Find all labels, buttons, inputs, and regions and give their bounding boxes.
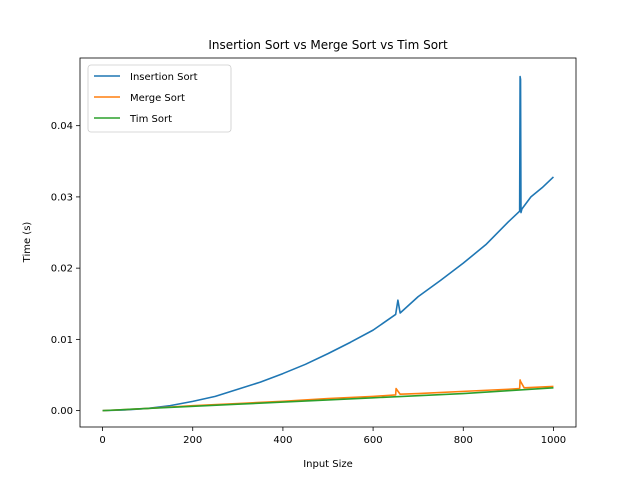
series-line-tim-sort xyxy=(102,387,554,412)
y-tick-label: 0.01 xyxy=(51,335,73,346)
legend-label: Tim Sort xyxy=(129,114,172,125)
chart-title: Insertion Sort vs Merge Sort vs Tim Sort xyxy=(208,38,448,52)
legend: Insertion Sort Merge Sort Tim Sort xyxy=(87,64,232,133)
x-tick-label: 1000 xyxy=(541,435,566,446)
x-tick-label: 600 xyxy=(364,435,383,446)
x-tick-label: 800 xyxy=(454,435,473,446)
x-tick-label: 0 xyxy=(99,435,105,446)
x-axis-label: Input Size xyxy=(303,459,353,470)
y-axis-label: Time (s) xyxy=(22,222,33,264)
plot-lines xyxy=(102,75,555,412)
series-line-insertion-sort xyxy=(102,75,555,412)
plot-frame xyxy=(79,57,577,428)
x-tick-label: 200 xyxy=(183,435,202,446)
legend-label: Insertion Sort xyxy=(130,72,198,83)
legend-label: Merge Sort xyxy=(130,93,185,104)
y-axis: 0.00 0.01 0.02 0.03 0.04 xyxy=(51,121,80,417)
y-tick-label: 0.03 xyxy=(51,192,73,203)
x-axis: 0 200 400 600 800 1000 xyxy=(99,427,566,446)
y-tick-label: 0.00 xyxy=(51,406,73,417)
y-tick-label: 0.04 xyxy=(51,121,73,132)
y-tick-label: 0.02 xyxy=(51,264,73,275)
legend-box xyxy=(87,64,232,133)
x-tick-label: 400 xyxy=(273,435,292,446)
